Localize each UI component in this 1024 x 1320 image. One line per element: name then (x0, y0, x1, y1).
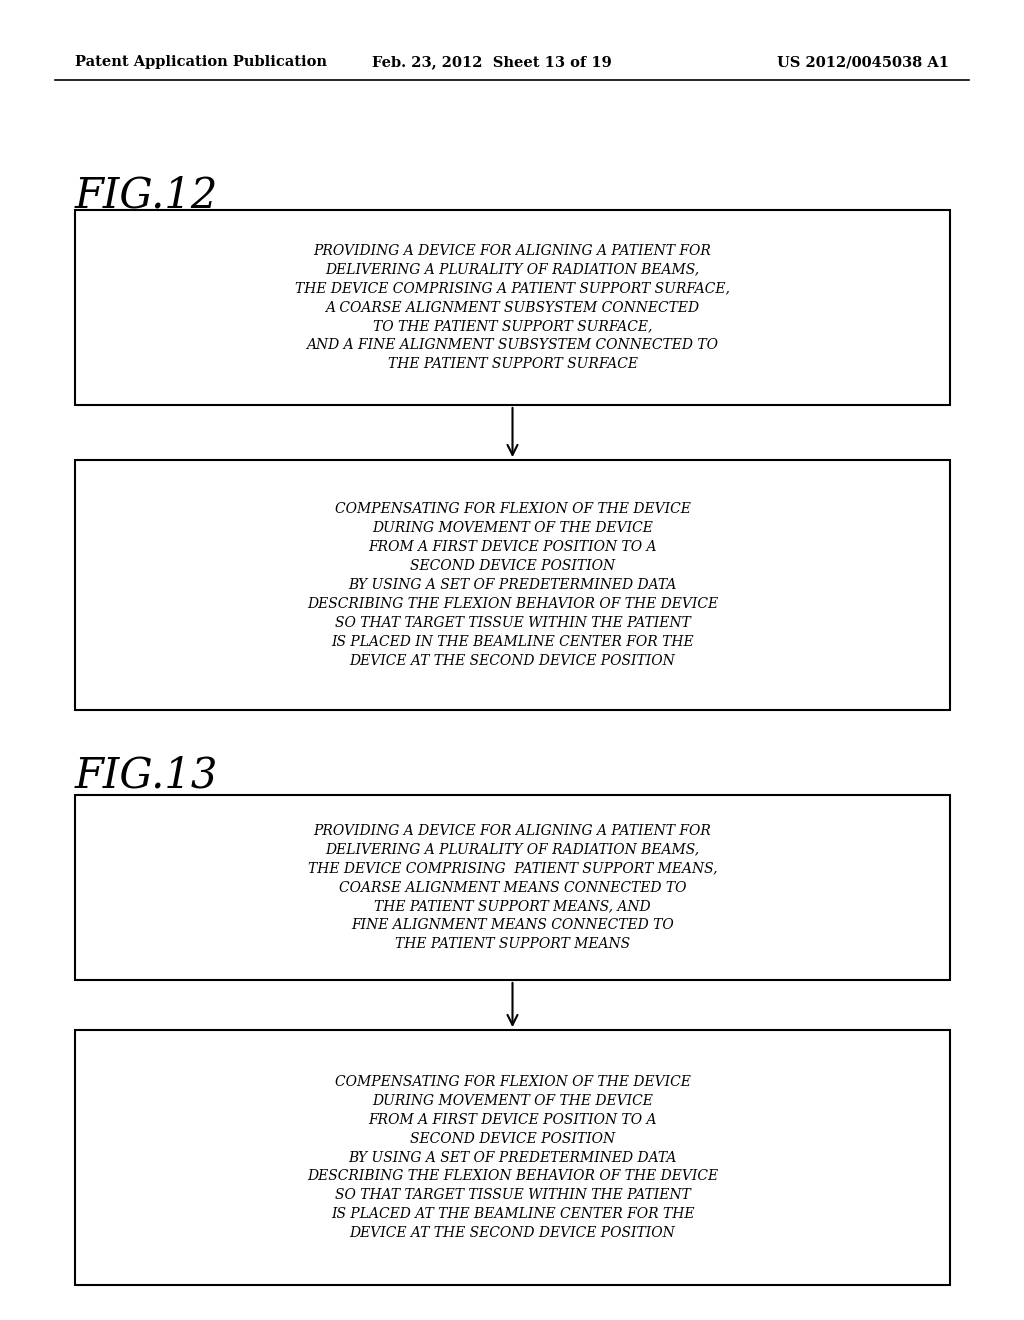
Text: COMPENSATING FOR FLEXION OF THE DEVICE
DURING MOVEMENT OF THE DEVICE
FROM A FIRS: COMPENSATING FOR FLEXION OF THE DEVICE D… (307, 1074, 718, 1241)
Text: US 2012/0045038 A1: US 2012/0045038 A1 (777, 55, 949, 69)
Text: PROVIDING A DEVICE FOR ALIGNING A PATIENT FOR
DELIVERING A PLURALITY OF RADIATIO: PROVIDING A DEVICE FOR ALIGNING A PATIEN… (295, 244, 730, 371)
Text: Patent Application Publication: Patent Application Publication (75, 55, 327, 69)
Text: PROVIDING A DEVICE FOR ALIGNING A PATIENT FOR
DELIVERING A PLURALITY OF RADIATIO: PROVIDING A DEVICE FOR ALIGNING A PATIEN… (308, 824, 717, 952)
Bar (75, 795, 950, 979)
Text: COMPENSATING FOR FLEXION OF THE DEVICE
DURING MOVEMENT OF THE DEVICE
FROM A FIRS: COMPENSATING FOR FLEXION OF THE DEVICE D… (307, 502, 718, 668)
Bar (75, 1030, 950, 1284)
Text: Feb. 23, 2012  Sheet 13 of 19: Feb. 23, 2012 Sheet 13 of 19 (372, 55, 612, 69)
Text: FIG.12: FIG.12 (75, 176, 218, 216)
Bar (75, 210, 950, 405)
Bar (75, 459, 950, 710)
Text: FIG.13: FIG.13 (75, 755, 218, 797)
